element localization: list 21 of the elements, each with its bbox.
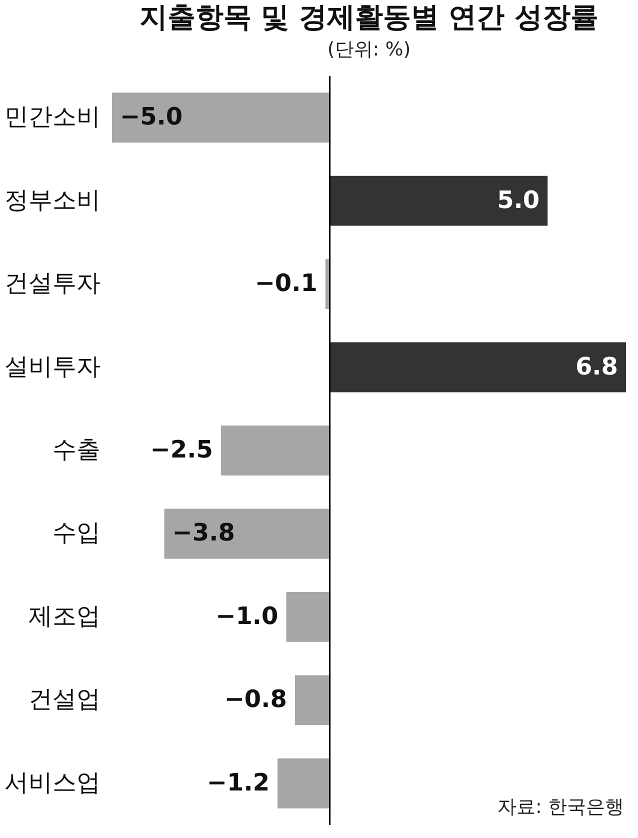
data-label: −2.5 (150, 436, 213, 464)
y-tick-label: 건설투자 (4, 269, 100, 298)
data-label: 5.0 (497, 186, 540, 214)
data-label: −0.1 (254, 269, 318, 298)
chart-title: 지출항목 및 경제활동별 연간 성장률 (140, 0, 598, 34)
data-label: −0.8 (224, 685, 287, 714)
data-label: −1.0 (216, 602, 278, 630)
y-tick-label: 설비투자 (4, 352, 100, 380)
data-label: −1.2 (206, 768, 270, 796)
data-label: −3.8 (172, 518, 235, 547)
y-tick-label: 건설업 (28, 685, 100, 714)
y-tick-label: 수출 (52, 436, 100, 464)
y-tick-label: 정부소비 (4, 186, 100, 214)
chart-subtitle: (단위: %) (327, 38, 411, 60)
annotation: 자료: 한국은행 (498, 796, 624, 818)
y-tick-label: 서비스업 (4, 768, 100, 796)
data-label: −5.0 (120, 102, 183, 131)
data-label: 6.8 (575, 352, 618, 380)
y-tick-label: 민간소비 (4, 102, 100, 131)
y-tick-label: 수입 (52, 518, 100, 547)
y-tick-label: 제조업 (28, 602, 100, 630)
